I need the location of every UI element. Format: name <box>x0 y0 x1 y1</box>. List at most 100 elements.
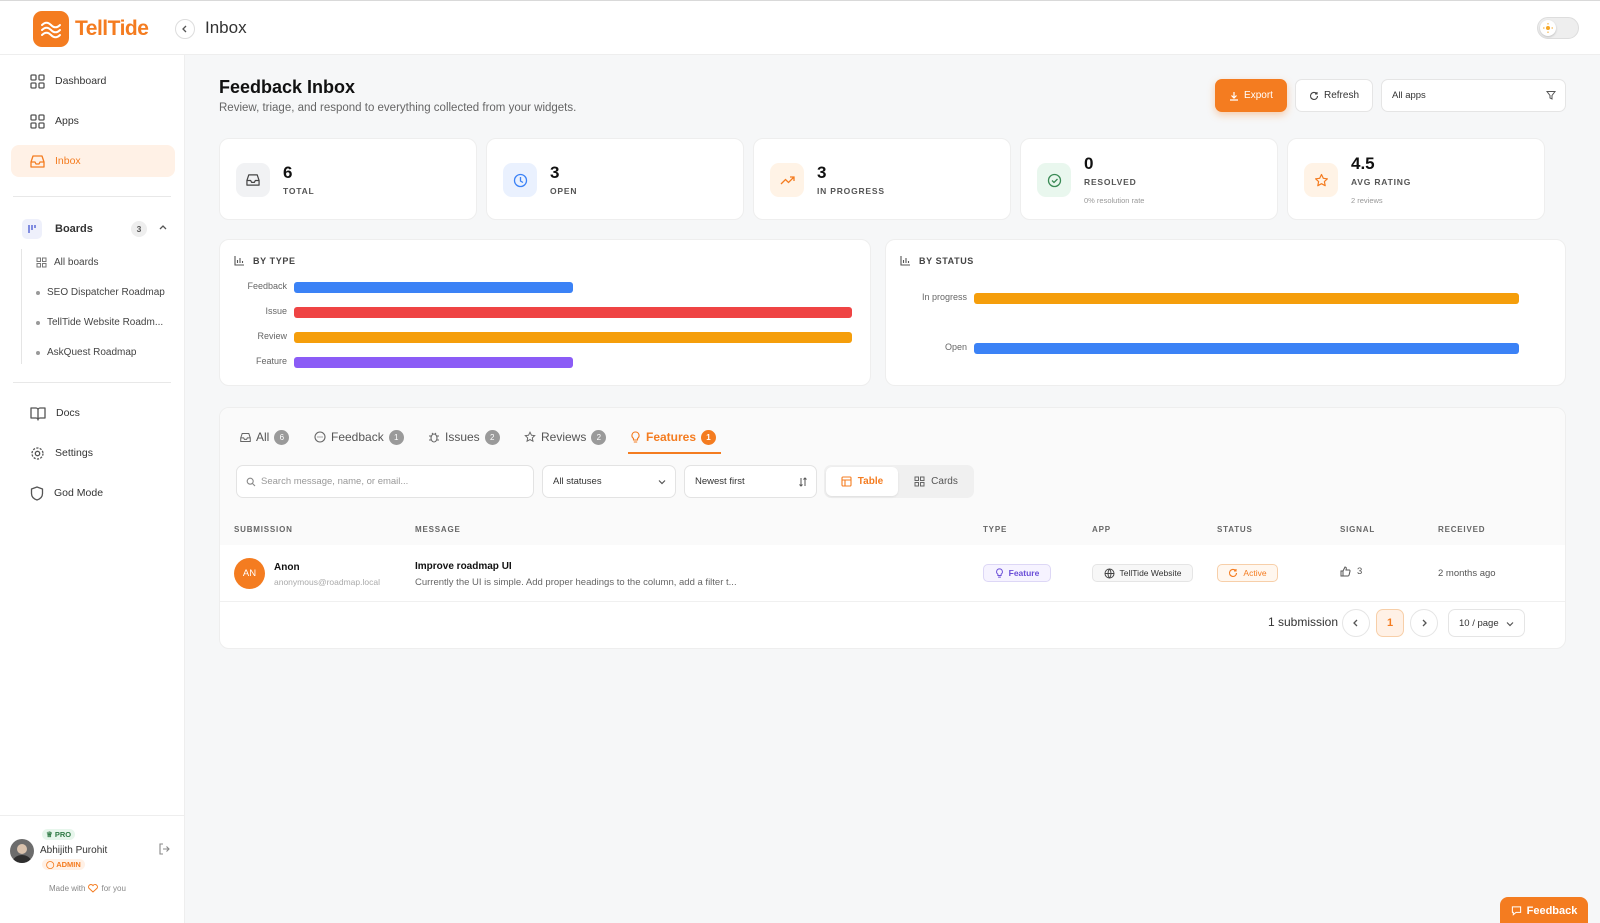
star-icon <box>524 431 536 443</box>
column-header[interactable]: MESSAGE <box>415 525 461 534</box>
feedback-widget-label: Feedback <box>1526 904 1578 917</box>
tab-features[interactable]: Features 1 <box>630 420 717 454</box>
chevron-up-icon <box>159 225 167 230</box>
sort-select[interactable]: Newest first <box>684 465 817 498</box>
bar[interactable] <box>974 293 1519 304</box>
bar[interactable] <box>294 282 573 293</box>
tab-label: All <box>256 430 270 444</box>
made-with-text: Made with <box>49 884 86 893</box>
stat-value: 3 <box>817 163 827 182</box>
tab-count: 2 <box>484 429 500 445</box>
sidebar-item-settings[interactable]: Settings <box>11 437 175 469</box>
chart-title-text: BY TYPE <box>253 255 296 266</box>
board-item-all[interactable]: All boards <box>36 257 98 268</box>
board-item[interactable]: TellTide Website Roadm... <box>36 317 163 328</box>
column-header[interactable]: RECEIVED <box>1438 525 1486 534</box>
bar[interactable] <box>294 307 852 318</box>
chart-by-status: BY STATUS In progress Open <box>885 239 1566 386</box>
stat-value: 0 <box>1084 154 1094 173</box>
page-size-select[interactable]: 10 / page <box>1448 609 1525 637</box>
sidebar-item-apps[interactable]: Apps <box>11 105 175 137</box>
refresh-button[interactable]: Refresh <box>1295 79 1373 112</box>
search-input[interactable]: Search message, name, or email... <box>236 465 534 498</box>
stat-label: IN PROGRESS <box>817 186 885 196</box>
tab-label: Features <box>646 430 697 444</box>
bug-icon <box>429 432 439 443</box>
message-icon <box>1511 906 1521 916</box>
page-title: Feedback Inbox <box>219 77 356 97</box>
app-badge-label: TellTide Website <box>1119 568 1182 578</box>
stat-note: 2 reviews <box>1351 196 1383 205</box>
filter-icon <box>1546 91 1556 100</box>
avatar[interactable] <box>10 839 34 863</box>
cards-view-button[interactable]: Cards <box>900 467 972 496</box>
column-header[interactable]: SUBMISSION <box>234 525 293 534</box>
stat-note: 0% resolution rate <box>1084 196 1145 205</box>
tab-issues[interactable]: Issues 2 <box>428 420 500 454</box>
grid-icon <box>30 113 45 129</box>
board-item[interactable]: AskQuest Roadmap <box>36 347 137 358</box>
table-view-button[interactable]: Table <box>826 467 898 496</box>
feedback-widget-button[interactable]: Feedback <box>1500 897 1588 923</box>
tab-count: 6 <box>274 429 290 445</box>
divider <box>13 382 171 383</box>
board-item[interactable]: SEO Dispatcher Roadmap <box>36 287 165 298</box>
column-header[interactable]: STATUS <box>1217 525 1253 534</box>
column-header[interactable]: SIGNAL <box>1340 525 1376 534</box>
chevron-down-icon <box>1506 622 1514 627</box>
sidebar-item-god-mode[interactable]: God Mode <box>11 477 175 509</box>
theme-toggle[interactable] <box>1537 17 1579 39</box>
stat-value: 3 <box>550 163 560 182</box>
bar[interactable] <box>974 343 1519 354</box>
sidebar-item-label: Inbox <box>55 155 81 167</box>
sidebar-item-inbox[interactable]: Inbox <box>11 145 175 177</box>
chevron-right-icon <box>1422 619 1427 627</box>
main-content: Feedback Inbox Review, triage, and respo… <box>185 55 1600 923</box>
prev-page-button[interactable] <box>1342 609 1370 637</box>
logout-icon[interactable] <box>158 843 170 855</box>
stat-card-open: 3 OPEN <box>486 138 744 220</box>
brand-logo[interactable]: TellTide <box>33 11 149 47</box>
tab-count: 1 <box>388 429 404 445</box>
book-icon <box>30 406 46 421</box>
tab-all[interactable]: All 6 <box>240 420 290 454</box>
tab-feedback[interactable]: Feedback 1 <box>314 420 404 454</box>
sidebar-item-dashboard[interactable]: Dashboard <box>11 65 175 97</box>
stat-card-avg-rating: 4.5 AVG RATING 2 reviews <box>1287 138 1545 220</box>
inbox-icon <box>236 163 270 197</box>
tab-count: 1 <box>701 429 717 445</box>
bullet-icon <box>36 320 40 325</box>
signal-count: 3 <box>1340 566 1362 577</box>
bar-chart-icon <box>900 256 910 266</box>
app-filter-select[interactable]: All apps <box>1381 79 1566 112</box>
chevron-down-icon <box>658 480 666 485</box>
next-page-button[interactable] <box>1410 609 1438 637</box>
bar[interactable] <box>294 332 852 343</box>
status-filter-select[interactable]: All statuses <box>542 465 676 498</box>
sidebar-item-docs[interactable]: Docs <box>11 397 175 429</box>
submission-count: 1 submission <box>1268 615 1339 629</box>
submitter-email: anonymous@roadmap.local <box>274 577 380 587</box>
page-size-value: 10 / page <box>1459 617 1499 629</box>
column-header[interactable]: TYPE <box>983 525 1008 534</box>
page-button[interactable]: 1 <box>1376 609 1404 637</box>
collapse-sidebar-button[interactable] <box>175 19 195 39</box>
bar[interactable] <box>294 357 573 368</box>
cards-view-label: Cards <box>931 476 958 487</box>
bar-label: Review <box>257 331 287 341</box>
download-icon <box>1230 91 1239 101</box>
table-row[interactable]: AN Anon anonymous@roadmap.local Improve … <box>220 546 1565 602</box>
type-badge: Feature <box>983 564 1051 582</box>
grid-icon <box>914 476 925 487</box>
logo-icon <box>33 11 69 47</box>
tree-line <box>21 249 22 364</box>
boards-toggle[interactable]: Boards 3 <box>11 214 175 244</box>
app-badge: TellTide Website <box>1092 564 1193 582</box>
column-header[interactable]: APP <box>1092 525 1111 534</box>
submitter-name: Anon <box>274 562 300 573</box>
tab-label: Feedback <box>331 430 384 444</box>
status-badge[interactable]: Active <box>1217 564 1278 582</box>
tab-reviews[interactable]: Reviews 2 <box>524 420 607 454</box>
stat-card-total: 6 TOTAL <box>219 138 477 220</box>
export-button[interactable]: Export <box>1215 79 1287 112</box>
